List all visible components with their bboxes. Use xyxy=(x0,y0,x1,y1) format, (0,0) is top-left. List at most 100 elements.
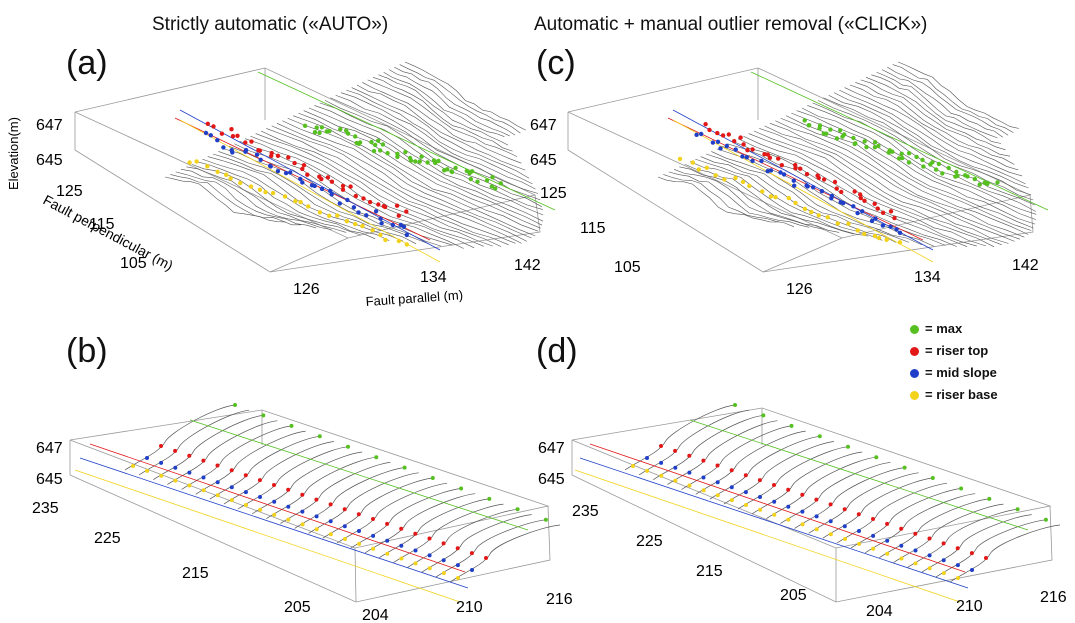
terrain-profile xyxy=(362,82,522,164)
marker-point xyxy=(869,218,875,224)
marker-point xyxy=(765,152,770,157)
marker-point xyxy=(768,168,774,173)
marker-point xyxy=(927,536,932,541)
terrain-profile xyxy=(164,176,286,223)
profile-lines xyxy=(74,404,561,603)
marker-point xyxy=(314,497,319,502)
marker-point xyxy=(733,147,738,152)
marker-point xyxy=(317,434,322,439)
marker-point xyxy=(828,519,833,524)
legend-label: = mid slope xyxy=(925,365,997,380)
marker-points xyxy=(631,403,1048,580)
z-axis-label: Elevation(m) xyxy=(6,117,21,190)
marker-point xyxy=(793,162,798,168)
x-tick: 216 xyxy=(546,591,573,608)
marker-point xyxy=(862,231,867,237)
bounding-box xyxy=(567,67,1034,273)
terrain-profile xyxy=(308,472,419,534)
terrain-profile xyxy=(202,158,390,241)
marker-point xyxy=(832,179,838,185)
marker-point xyxy=(404,209,409,214)
terrain-profile xyxy=(378,74,509,146)
legend-item-mid-slope: = mid slope xyxy=(910,362,998,384)
terrain-profile xyxy=(404,61,526,131)
marker-point xyxy=(378,216,383,221)
marker-point xyxy=(282,194,288,199)
z-ticks: 647 645 xyxy=(36,117,63,169)
marker-point xyxy=(733,403,737,407)
marker-point xyxy=(395,154,400,160)
marker-point xyxy=(173,478,178,483)
terrain-profile xyxy=(865,493,976,554)
marker-point xyxy=(376,202,381,207)
marker-point xyxy=(701,458,706,463)
marker-point xyxy=(842,524,847,529)
terrain-profile xyxy=(367,79,518,157)
marker-point xyxy=(913,548,918,553)
marker-point xyxy=(489,184,494,189)
marker-point xyxy=(327,213,332,218)
marker-point xyxy=(761,413,766,418)
marker-point xyxy=(786,517,791,522)
terrain-profile xyxy=(218,151,430,245)
terrain-profile xyxy=(252,451,363,515)
terrain-profile xyxy=(667,420,778,485)
marker-point xyxy=(659,460,664,465)
marker-point xyxy=(215,463,220,468)
terrain-profile xyxy=(308,107,544,222)
marker-point xyxy=(860,209,865,214)
marker-point xyxy=(793,166,798,171)
marker-point xyxy=(425,160,430,165)
marker-point xyxy=(701,488,706,493)
marker-point xyxy=(345,197,350,203)
terrain-profile xyxy=(855,82,1015,165)
marker-point xyxy=(328,502,333,507)
x-tick: 210 xyxy=(456,599,483,616)
marker-point xyxy=(300,509,305,514)
marker-point xyxy=(356,210,361,215)
marker-point xyxy=(258,507,263,512)
marker-point xyxy=(759,158,764,164)
marker-point xyxy=(862,139,867,144)
bounding-box xyxy=(74,67,541,273)
marker-point xyxy=(814,527,819,532)
marker-point xyxy=(816,213,821,218)
marker-point xyxy=(455,563,460,568)
marker-point xyxy=(876,235,882,241)
terrain-profile xyxy=(764,125,1015,242)
terrain-profile xyxy=(330,97,541,201)
terrain-profile xyxy=(294,467,405,529)
marker-point xyxy=(762,152,767,157)
y-tick: 235 xyxy=(572,503,599,520)
marker-point xyxy=(851,204,856,209)
terrain-profile xyxy=(775,120,1025,238)
marker-point xyxy=(283,170,289,176)
marker-point xyxy=(786,504,791,509)
marker-point xyxy=(467,170,472,176)
terrain-profile xyxy=(892,64,1014,133)
terrain-profile xyxy=(700,156,897,243)
marker-point xyxy=(733,175,738,181)
marker-point xyxy=(346,444,350,449)
terrain-profile xyxy=(336,482,448,544)
marker-point xyxy=(699,131,704,137)
terrain-profile xyxy=(653,415,764,480)
marker-point xyxy=(257,478,262,483)
marker-point xyxy=(789,423,794,428)
marker-point xyxy=(475,179,480,184)
marker-point xyxy=(493,186,498,191)
marker-point xyxy=(230,134,236,139)
marker-point xyxy=(298,176,303,182)
marker-point xyxy=(419,154,424,159)
terrain-profile xyxy=(266,128,516,244)
marker-point xyxy=(145,456,149,460)
marker-point xyxy=(230,150,235,155)
marker-point xyxy=(314,514,319,519)
terrain-profile xyxy=(207,156,404,242)
marker-point xyxy=(300,166,305,172)
x-tick: 126 xyxy=(293,281,320,298)
marker-point xyxy=(338,126,343,132)
marker-point xyxy=(229,485,234,490)
marker-point xyxy=(270,190,276,196)
